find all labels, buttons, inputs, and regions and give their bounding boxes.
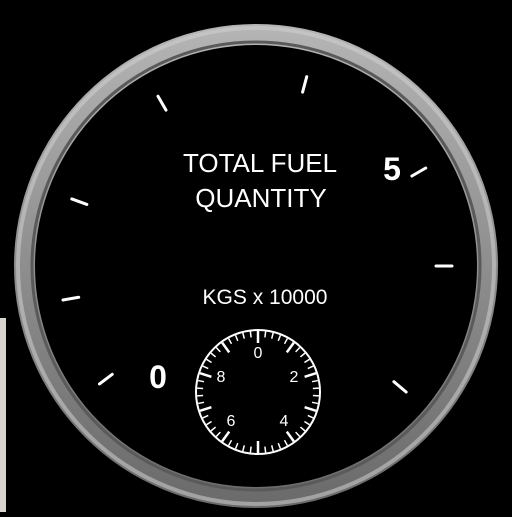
background-edge-strip [0,318,6,512]
sub-dial-minor-tick [250,331,251,337]
gauge-units-label: KGS x 10000 [203,286,328,309]
sub-dial-minor-tick [265,331,266,337]
main-scale-label-max: 5 [383,151,401,187]
gauge-title-line1: TOTAL FUEL [183,148,337,178]
gauge-title-line2: QUANTITY [195,183,326,213]
sub-dial-minor-tick [250,447,251,453]
sub-dial-label-2: 2 [290,369,299,386]
sub-dial-label-0: 0 [254,345,263,362]
sub-dial: 0 2 4 6 8 [196,330,320,454]
sub-dial-label-4: 4 [280,413,289,430]
sub-dial-label-8: 8 [217,369,226,386]
sub-dial-label-6: 6 [227,413,236,430]
sub-dial-minor-tick [265,447,266,453]
main-scale-label-min: 0 [149,359,167,395]
